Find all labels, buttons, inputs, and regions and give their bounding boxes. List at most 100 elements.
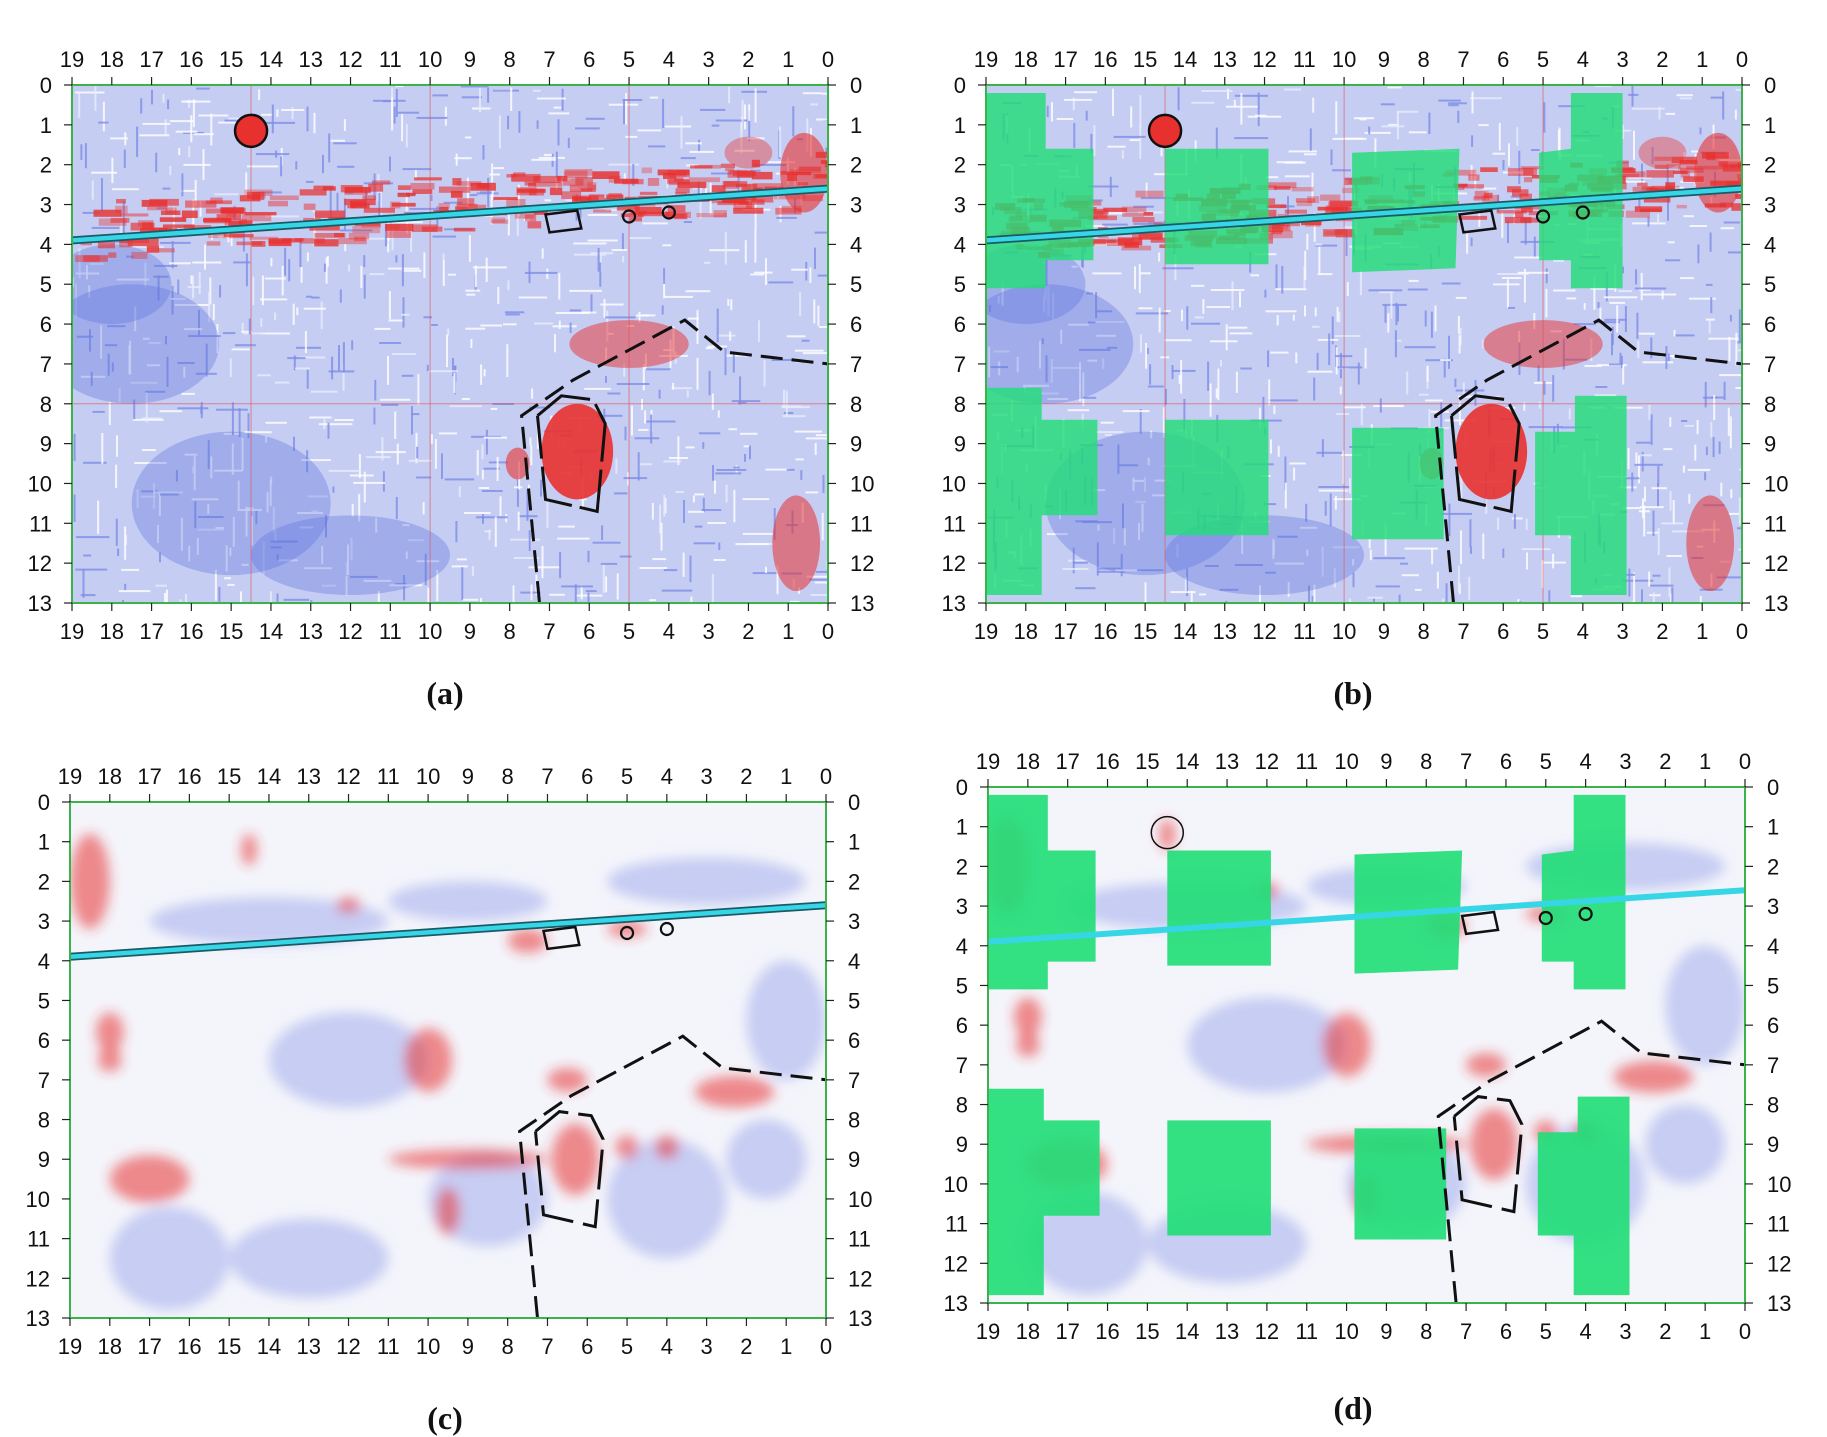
y-tick-label-right: 9 <box>1767 1132 1779 1157</box>
axes-c: 1919181817171616151514141313121211111010… <box>26 764 873 1359</box>
x-tick-label-bottom: 17 <box>1055 1319 1079 1344</box>
x-tick-label-top: 8 <box>1418 47 1430 72</box>
x-tick-label-top: 14 <box>257 764 281 789</box>
x-tick-label-bottom: 19 <box>58 1334 82 1359</box>
y-tick-label-right: 2 <box>1767 854 1779 879</box>
x-tick-label-bottom: 13 <box>1212 619 1236 644</box>
y-tick-label-left: 2 <box>954 153 966 178</box>
panel-a: 19 19 18 18 17 17 16 16 15 15 14 14 13 13 12 12 11 11 10 10… <box>0 0 910 720</box>
x-tick-label-bottom: 17 <box>139 619 163 644</box>
x-tick-label-top: 17 <box>137 764 161 789</box>
y-tick-label-right: 8 <box>850 392 862 417</box>
x-tick-label-bottom: 0 <box>1736 619 1748 644</box>
y-tick-label-left: 8 <box>40 392 52 417</box>
y-tick-label-left: 6 <box>38 1028 50 1053</box>
y-tick-label-left: 6 <box>954 312 966 337</box>
dashed-boundary <box>1434 318 1742 603</box>
x-tick-label-bottom: 12 <box>1252 619 1276 644</box>
y-tick-label-right: 10 <box>1767 1172 1791 1197</box>
x-tick-label-top: 11 <box>377 764 400 789</box>
x-tick-label-top: 11 <box>1293 47 1316 72</box>
x-tick-label-top: 16 <box>1095 749 1119 774</box>
x-tick-label-top: 12 <box>336 764 360 789</box>
y-tick-label-left: 1 <box>40 113 52 138</box>
inner-boundary <box>534 1110 605 1229</box>
features-d <box>988 815 1745 1303</box>
y-tick-label-left: 12 <box>942 551 966 576</box>
x-tick-label-top: 5 <box>1537 47 1549 72</box>
x-tick-label-top: 19 <box>974 47 998 72</box>
y-tick-label-right: 13 <box>850 591 874 616</box>
y-tick-label-right: 1 <box>1767 815 1779 840</box>
x-tick-label-top: 16 <box>179 47 203 72</box>
x-tick-label-top: 18 <box>1014 47 1038 72</box>
y-tick-label-right: 5 <box>1767 973 1779 998</box>
x-tick-label-top: 17 <box>139 47 163 72</box>
x-tick-label-top: 11 <box>1295 749 1318 774</box>
x-tick-label-bottom: 7 <box>541 1334 553 1359</box>
y-tick-label-right: 6 <box>848 1028 860 1053</box>
inner-boundary <box>536 394 607 514</box>
y-tick-label-left: 10 <box>942 471 966 496</box>
y-tick-label-right: 4 <box>1767 934 1779 959</box>
pipe-line <box>70 902 826 960</box>
x-tick-label-bottom: 6 <box>583 619 595 644</box>
y-tick-label-right: 6 <box>1764 312 1776 337</box>
x-tick-label-top: 4 <box>661 764 673 789</box>
features-b <box>986 113 1742 603</box>
x-tick-label-bottom: 2 <box>740 1334 752 1359</box>
x-tick-label-top: 17 <box>1053 47 1077 72</box>
x-tick-label-top: 16 <box>1093 47 1117 72</box>
x-tick-label-top: 14 <box>1173 47 1197 72</box>
x-tick-label-bottom: 13 <box>296 1334 320 1359</box>
x-tick-label-bottom: 18 <box>100 619 124 644</box>
x-tick-label-top: 3 <box>703 47 715 72</box>
x-tick-label-bottom: 6 <box>581 1334 593 1359</box>
y-tick-label-left: 2 <box>956 854 968 879</box>
map-c-svg: 1919181817171616151514141313121211111010… <box>26 764 873 1359</box>
plot-frame <box>987 786 1746 1304</box>
y-tick-label-right: 0 <box>1767 775 1779 800</box>
x-tick-label-top: 10 <box>416 764 440 789</box>
y-tick-label-left: 0 <box>954 73 966 98</box>
x-tick-label-top: 14 <box>259 47 283 72</box>
x-tick-label-top: 3 <box>1619 749 1631 774</box>
map-b-svg: 1919181817171616151514141313121211111010… <box>942 47 1789 644</box>
y-tick-label-left: 9 <box>956 1132 968 1157</box>
y-tick-label-left: 4 <box>38 949 50 974</box>
green-block <box>1165 148 1269 265</box>
x-tick-label-top: 8 <box>504 47 516 72</box>
x-tick-label-top: 1 <box>780 764 792 789</box>
x-tick-label-top: 10 <box>1334 749 1358 774</box>
small-circle <box>619 925 635 941</box>
y-tick-label-right: 4 <box>1764 232 1776 257</box>
heatmap-c <box>70 802 826 1318</box>
y-tick-label-left: 0 <box>38 790 50 815</box>
x-tick-label-top: 10 <box>1332 47 1356 72</box>
x-tick-label-top: 3 <box>1617 47 1629 72</box>
y-tick-label-right: 8 <box>1764 392 1776 417</box>
y-tick-label-left: 4 <box>954 232 966 257</box>
x-tick-label-bottom: 3 <box>703 619 715 644</box>
x-tick-label-bottom: 8 <box>504 619 516 644</box>
inner-boundary <box>1450 394 1521 514</box>
y-tick-label-right: 12 <box>850 551 874 576</box>
x-tick-label-bottom: 19 <box>976 1319 1000 1344</box>
green-block <box>1539 93 1623 289</box>
x-tick-label-bottom: 2 <box>742 619 754 644</box>
y-tick-label-right: 6 <box>1767 1013 1779 1038</box>
x-tick-label-top: 9 <box>1378 47 1390 72</box>
y-tick-label-left: 7 <box>38 1068 50 1093</box>
y-tick-label-left: 6 <box>40 312 52 337</box>
x-tick-label-bottom: 1 <box>782 619 794 644</box>
red-circle-marker <box>233 113 269 149</box>
x-tick-label-bottom: 4 <box>661 1334 673 1359</box>
x-tick-label-bottom: 16 <box>1093 619 1117 644</box>
x-tick-label-top: 12 <box>338 47 362 72</box>
dashed-boundary <box>520 318 828 603</box>
y-tick-label-right: 4 <box>848 949 860 974</box>
y-tick-label-left: 1 <box>954 113 966 138</box>
green-block <box>1167 850 1271 966</box>
green-areas-d <box>988 794 1630 1296</box>
x-tick-label-top: 11 <box>379 47 402 72</box>
